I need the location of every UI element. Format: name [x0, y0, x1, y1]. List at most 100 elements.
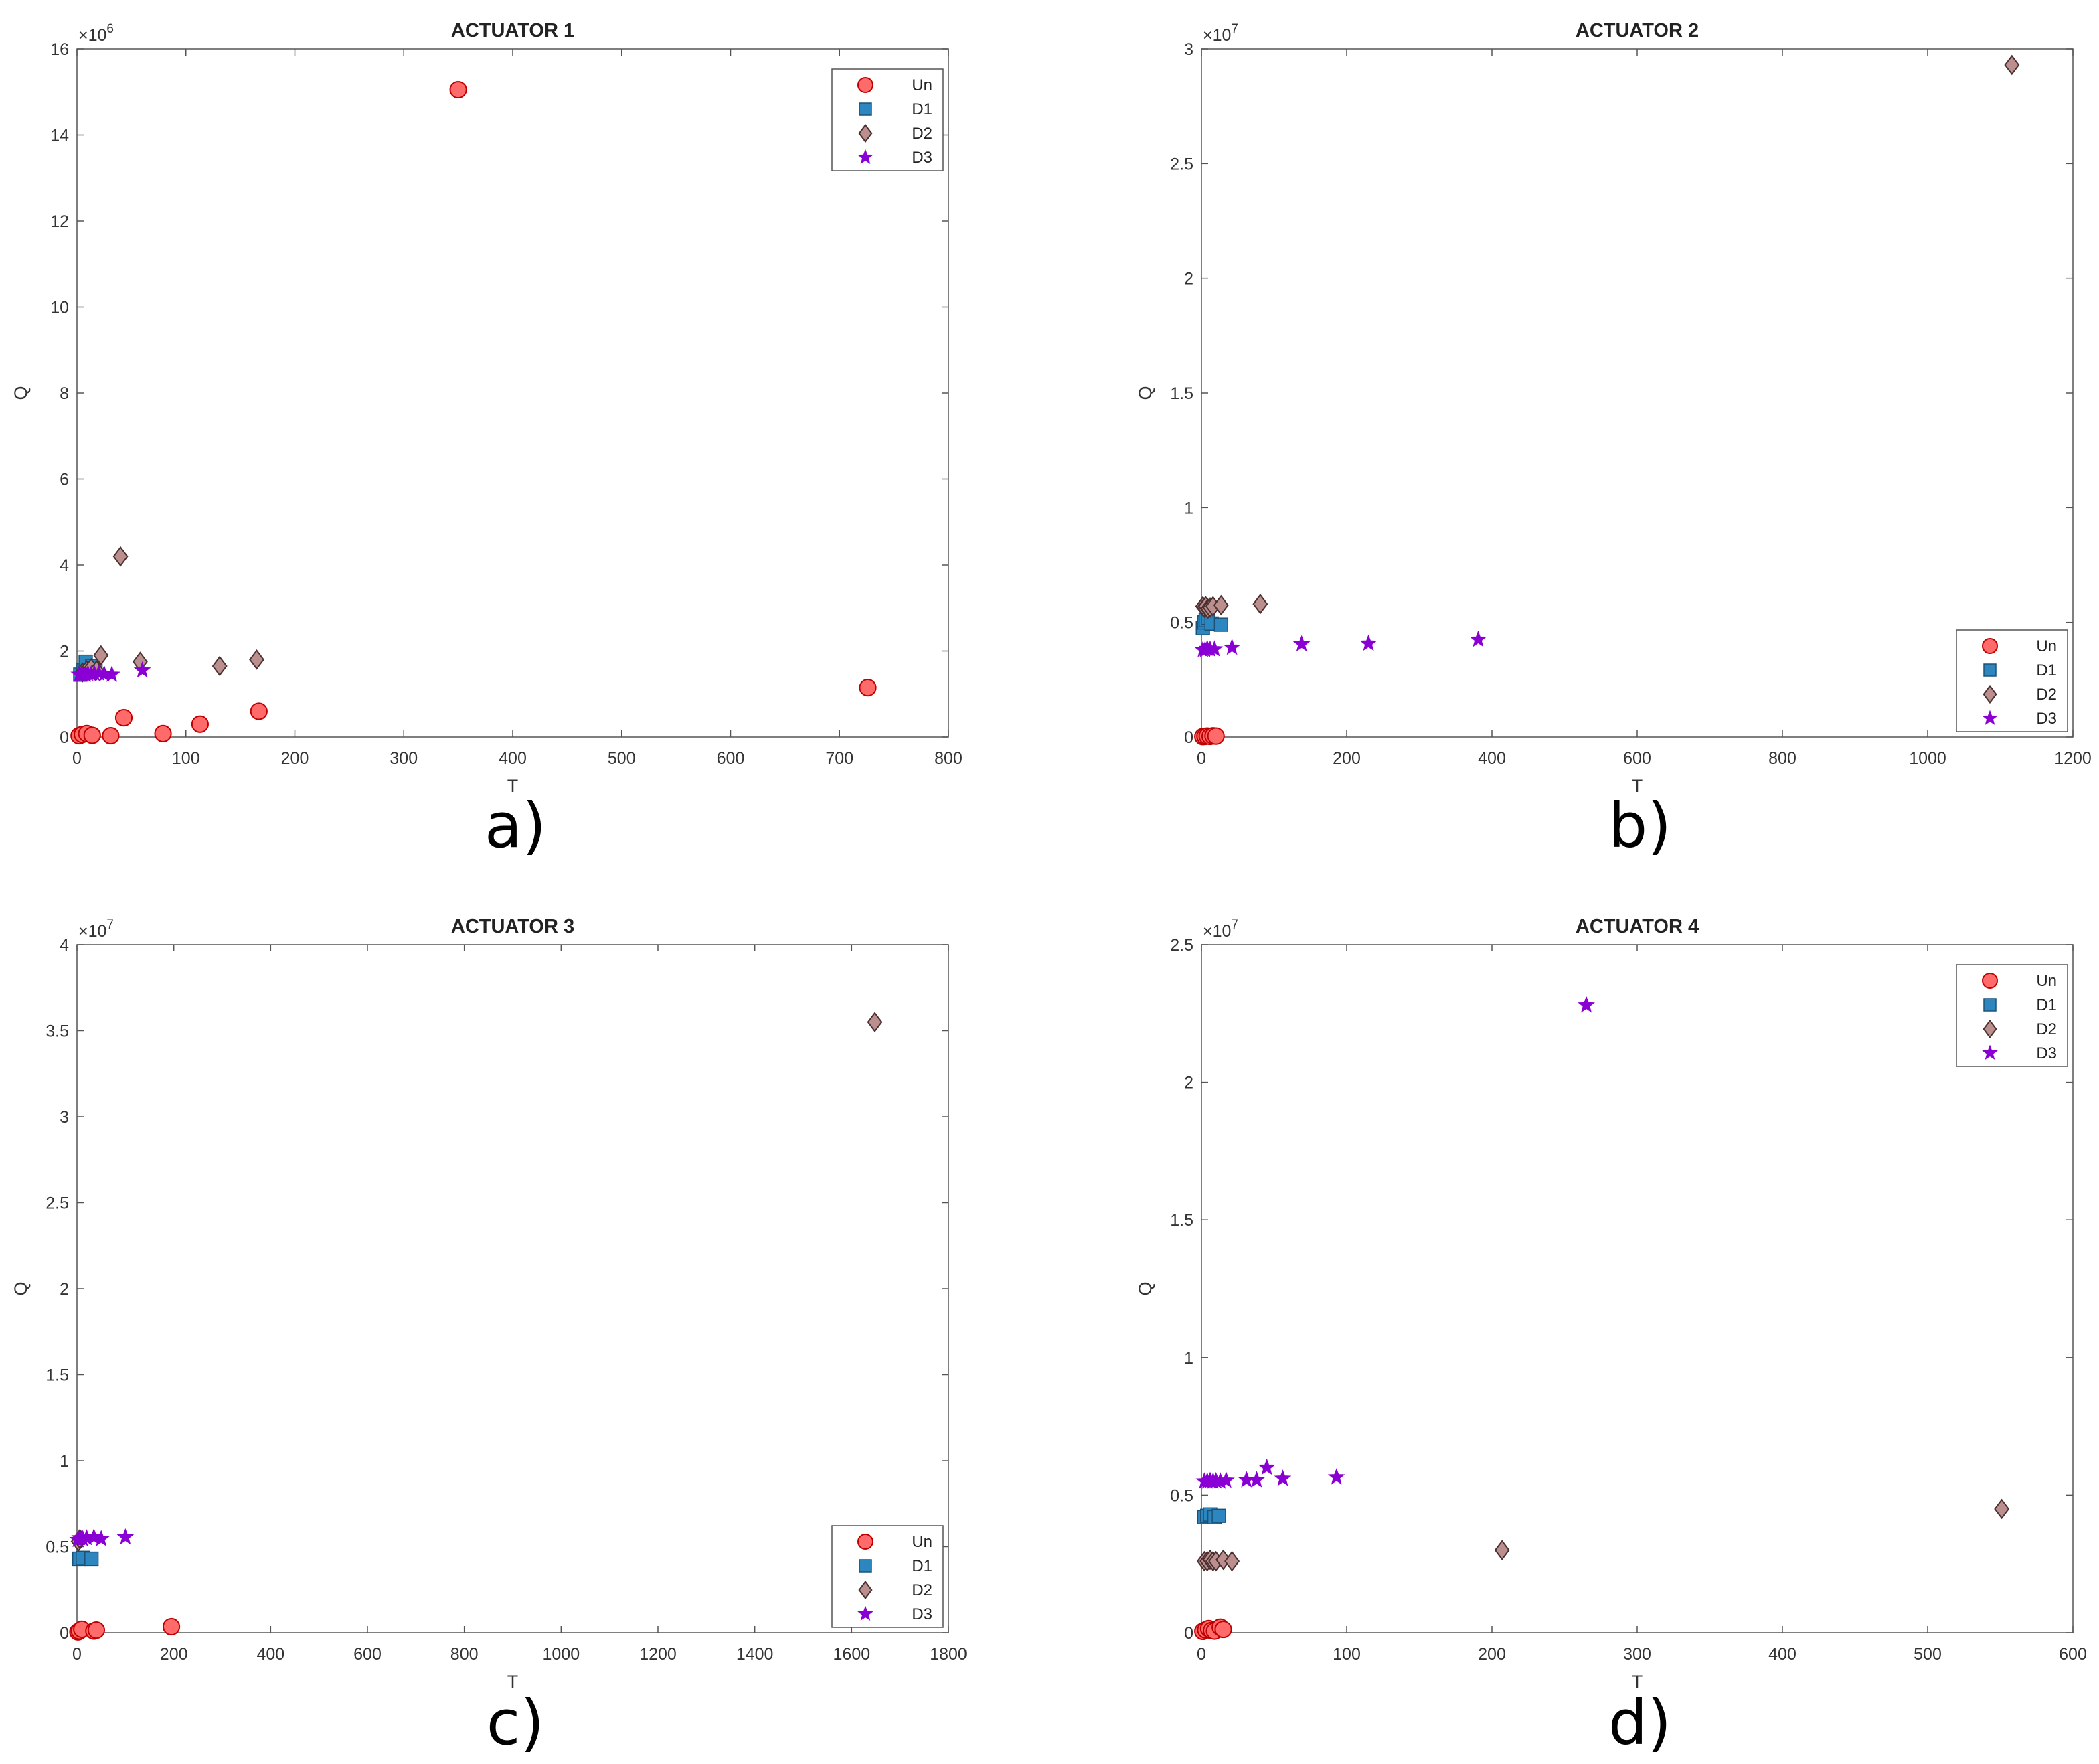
panel-letter: c) [487, 1687, 544, 1759]
data-point [1224, 1550, 1240, 1572]
legend-label-D3: D3 [2036, 1044, 2057, 1062]
data-point [116, 1528, 135, 1545]
x-tick-label: 1800 [930, 1645, 967, 1664]
series-D2 [70, 1012, 883, 1552]
y-tick-label: 2.5 [1170, 936, 1193, 955]
chart-panel-3: 0 200 400 600 800 1000 1200 1400 1600 1800 0 0.5 1 1.… [11, 916, 967, 1692]
chart-panel-1: 0 100 200 300 400 500 600 700 800 0 2 4 6 8 10 12 14 16 ×1… [11, 20, 962, 796]
data-point [162, 1617, 181, 1636]
y-tick-label: 2 [60, 1280, 69, 1299]
legend-marker-D1 [1983, 998, 1997, 1012]
y-scale-exponent: 7 [106, 918, 114, 932]
data-point [103, 665, 120, 682]
data-point [154, 724, 172, 742]
legend-marker-D1 [859, 1559, 872, 1573]
data-point [87, 1621, 106, 1639]
legend-marker-D2 [1983, 1019, 1997, 1039]
y-tick-label: 8 [60, 384, 69, 403]
legend-marker-D1 [859, 102, 872, 116]
legend-marker-D2 [1983, 684, 1997, 704]
data-point [1494, 1540, 1510, 1560]
x-tick-label: 100 [1333, 1645, 1361, 1664]
data-point [1274, 1469, 1292, 1486]
legend-marker-Un [857, 1534, 873, 1550]
x-tick-label: 300 [1623, 1645, 1651, 1664]
legend-label-D3: D3 [912, 1605, 932, 1623]
data-point [449, 80, 467, 99]
data-point [83, 726, 101, 744]
x-tick-label: 600 [353, 1645, 382, 1664]
data-point [867, 1012, 883, 1032]
y-tick-label: 1.5 [1170, 384, 1193, 403]
data-point [249, 649, 265, 670]
data-point [1211, 1508, 1226, 1523]
plot-area [1201, 944, 2074, 1633]
series-D1 [1195, 611, 1228, 635]
legend-box [831, 1525, 944, 1628]
data-point [1994, 1498, 2010, 1520]
x-tick-label: 400 [499, 749, 527, 768]
series-D3 [69, 1528, 135, 1548]
x-tick-label: 0 [1197, 1645, 1206, 1664]
y-axis-label: Q [11, 1281, 31, 1295]
data-point [1469, 630, 1487, 647]
x-tick-label: 700 [825, 749, 853, 768]
y-tick-label: 1.5 [46, 1366, 69, 1385]
plot-area [76, 48, 949, 738]
y-tick-label: 0 [1184, 728, 1193, 747]
x-tick-label: 400 [256, 1645, 284, 1664]
data-point [93, 645, 109, 666]
data-point [1327, 1468, 1345, 1485]
x-tick-label: 400 [1478, 749, 1506, 768]
data-point [1223, 638, 1241, 655]
y-tick-label: 0.5 [1170, 1486, 1193, 1505]
data-point [1252, 593, 1268, 615]
data-point [133, 661, 151, 678]
x-tick-label: 1600 [833, 1645, 871, 1664]
series-Un [70, 80, 877, 745]
legend-label-D1: D1 [2036, 996, 2057, 1014]
data-point [1578, 995, 1595, 1013]
data-point [859, 679, 877, 697]
data-point [1205, 640, 1224, 657]
y-tick-label: 0.5 [46, 1538, 69, 1557]
data-point [84, 1551, 99, 1567]
x-tick-label: 0 [1197, 749, 1206, 768]
data-point [1218, 1471, 1235, 1488]
legend-marker-D2 [858, 1580, 873, 1600]
y-tick-label: 1 [1184, 1349, 1193, 1368]
x-tick-label: 1200 [639, 1645, 677, 1664]
panel-letter: b) [1608, 790, 1671, 862]
data-point [112, 546, 129, 567]
y-tick-label: 1 [60, 1452, 69, 1471]
legend-label-D1: D1 [2036, 661, 2057, 679]
legend-marker-D2 [858, 123, 873, 143]
x-tick-label: 500 [1914, 1645, 1942, 1664]
x-tick-label: 500 [608, 749, 636, 768]
y-tick-label: 2.5 [1170, 155, 1193, 173]
y-scale-label: ×107 [1203, 22, 1238, 45]
series-D1 [72, 1550, 99, 1567]
panel-letter: d) [1608, 1687, 1671, 1759]
x-axis-label: T [1632, 776, 1643, 796]
y-tick-label: 16 [50, 40, 69, 59]
x-tick-label: 1000 [1909, 749, 1946, 768]
x-tick-label: 300 [390, 749, 418, 768]
y-tick-label: 0 [60, 1624, 69, 1643]
data-point [1213, 617, 1228, 632]
y-scale-exponent: 6 [106, 22, 114, 36]
data-point [1359, 634, 1377, 651]
y-axis-label: Q [11, 386, 31, 400]
y-tick-label: 4 [60, 556, 69, 575]
y-scale-label: ×106 [78, 22, 114, 45]
y-tick-label: 1 [1184, 499, 1193, 517]
legend-marker-D3 [857, 1605, 873, 1621]
y-tick-label: 0 [1184, 1624, 1193, 1643]
series-D2 [1195, 54, 2020, 619]
x-tick-label: 800 [934, 749, 962, 768]
data-point [1258, 1458, 1276, 1475]
y-tick-label: 2.5 [46, 1194, 69, 1213]
legend: Un D1 D2 D3 [1956, 629, 2068, 732]
y-scale-exponent: 7 [1231, 22, 1238, 36]
